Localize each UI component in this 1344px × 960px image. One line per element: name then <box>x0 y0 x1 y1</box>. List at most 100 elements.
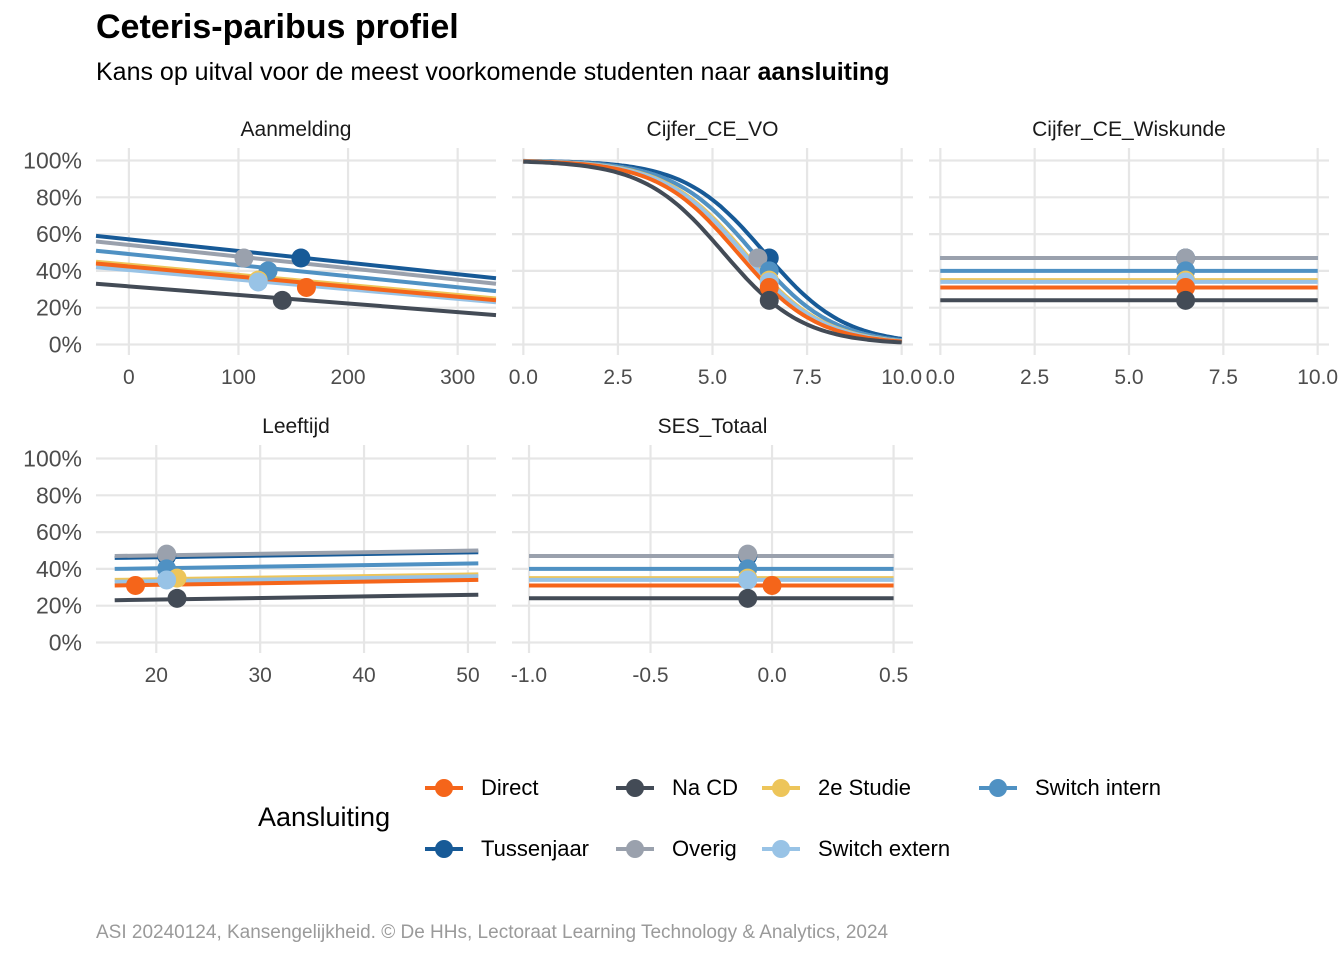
x-tick-label: 50 <box>456 664 479 687</box>
series-point-direct <box>296 277 316 297</box>
x-tick-label: -1.0 <box>511 664 547 687</box>
y-tick-label: 100% <box>23 446 82 472</box>
legend-label: Tussenjaar <box>481 836 590 861</box>
legend-label: Overig <box>672 836 737 861</box>
x-tick-label: 7.5 <box>1209 366 1238 389</box>
chart-subtitle: Kans op uitval voor de meest voorkomende… <box>96 58 889 87</box>
series-point-overig <box>157 544 177 564</box>
series-point-overig <box>234 248 254 268</box>
series-line-direct <box>95 261 497 303</box>
y-tick-label: 60% <box>36 221 82 247</box>
panel-cijfer-ce-wiskunde: Cijfer_CE_Wiskunde 0.0 2.5 5.0 7.5 10.0 <box>926 118 1338 389</box>
x-tick-label: 40 <box>352 664 375 687</box>
x-tick-label: 0.0 <box>757 664 786 687</box>
y-tick-label: 20% <box>36 295 82 321</box>
legend-label: Switch extern <box>818 836 951 861</box>
legend-key-dot <box>626 779 644 797</box>
legend-key-dot <box>626 840 644 858</box>
series-point-switch-extern <box>738 570 758 590</box>
x-tick-label: 30 <box>248 664 271 687</box>
series-point-tussenjaar <box>291 248 311 268</box>
panel-leeftijd: Leeftijd 0% 20% 40% 60% 80% 100% 20 30 40 50 <box>23 415 496 687</box>
y-tick-label: 20% <box>36 593 82 619</box>
legend-key-dot <box>435 840 453 858</box>
series-line-switch-intern <box>95 248 497 294</box>
panel-ses-totaal: SES_Totaal -1.0 -0.5 0.0 0.5 <box>511 415 913 687</box>
x-tick-label: 10.0 <box>881 366 922 389</box>
y-tick-label: 40% <box>36 556 82 582</box>
legend-key-dot <box>989 779 1007 797</box>
series-point-switch-extern <box>157 570 177 590</box>
legend-item-switch-intern: Switch intern <box>975 773 1161 803</box>
panel-title: Aanmelding <box>241 118 352 141</box>
x-tick-label: 7.5 <box>792 366 821 389</box>
legend-key <box>758 773 804 803</box>
legend-item-direct: Direct <box>421 773 538 803</box>
x-tick-label: 20 <box>145 664 168 687</box>
x-tick-label: 300 <box>440 366 475 389</box>
legend-key <box>758 834 804 864</box>
x-tick-label: 5.0 <box>698 366 727 389</box>
caption: ASI 20240124, Kansengelijkheid. © De HHs… <box>96 922 889 943</box>
legend-label: Direct <box>481 775 539 800</box>
series-line-switch-extern <box>95 265 497 305</box>
x-tick-label: 2.5 <box>1020 366 1049 389</box>
x-tick-label: 0.5 <box>879 664 908 687</box>
series-point-na-cd <box>1176 290 1196 310</box>
x-tick-label: 200 <box>331 366 366 389</box>
y-tick-label: 80% <box>36 184 82 210</box>
legend-label: Switch intern <box>1035 775 1161 800</box>
x-tick-label: 0.0 <box>509 366 538 389</box>
series-point-direct <box>762 575 782 595</box>
series-point-direct <box>125 575 145 595</box>
legend-label: Na CD <box>672 775 739 800</box>
y-tick-label: 0% <box>49 630 82 656</box>
panel-aanmelding: Aanmelding 0% 20% 40% 60% 80% 100% 0 100 200 300 <box>23 118 497 389</box>
y-tick-label: 0% <box>49 332 82 358</box>
legend-item-tussenjaar: Tussenjaar <box>421 834 589 864</box>
legend-item-2e-studie: 2e Studie <box>758 773 911 803</box>
x-tick-label: 10.0 <box>1297 366 1338 389</box>
series-point-na-cd <box>738 588 758 608</box>
legend-item-na-cd: Na CD <box>612 773 738 803</box>
y-tick-label: 100% <box>23 148 82 174</box>
panel-cijfer-ce-vo: Cijfer_CE_VO 0.0 2.5 5.0 7.5 10.0 <box>509 118 922 389</box>
series-point-na-cd <box>759 290 779 310</box>
panel-title: Leeftijd <box>262 415 330 438</box>
x-tick-label: 5.0 <box>1114 366 1143 389</box>
panel-title: Cijfer_CE_Wiskunde <box>1032 118 1226 141</box>
series-point-switch-extern <box>248 272 268 292</box>
y-tick-label: 60% <box>36 519 82 545</box>
legend-key <box>421 773 467 803</box>
panel-title: Cijfer_CE_VO <box>647 118 779 141</box>
y-tick-label: 80% <box>36 482 82 508</box>
series-point-overig <box>748 248 768 268</box>
legend-item-overig: Overig <box>612 834 737 864</box>
legend-key <box>975 773 1021 803</box>
y-tick-label: 40% <box>36 258 82 284</box>
series-point-na-cd <box>272 290 292 310</box>
x-tick-label: 2.5 <box>603 366 632 389</box>
panel-title: SES_Totaal <box>658 415 768 438</box>
subtitle-text: Kans op uitval voor de meest voorkomende… <box>96 58 758 86</box>
x-tick-label: 100 <box>221 366 256 389</box>
chart-title: Ceteris-paribus profiel <box>96 8 459 46</box>
legend-key-dot <box>772 840 790 858</box>
x-tick-label: -0.5 <box>632 664 668 687</box>
legend-title: Aansluiting <box>258 802 391 832</box>
legend-key <box>421 834 467 864</box>
series-line-na-cd <box>523 159 902 345</box>
series-line-na-cd <box>95 281 497 318</box>
series-point-overig <box>738 544 758 564</box>
x-tick-label: 0 <box>123 366 135 389</box>
x-tick-label: 0.0 <box>926 366 955 389</box>
legend-key-dot <box>772 779 790 797</box>
legend-key-dot <box>435 779 453 797</box>
legend-item-switch-extern: Switch extern <box>758 834 950 864</box>
legend-key <box>612 773 658 803</box>
subtitle-emphasis: aansluiting <box>757 58 890 86</box>
legend-label: 2e Studie <box>818 775 911 800</box>
legend-key <box>612 834 658 864</box>
series-point-na-cd <box>167 588 187 608</box>
